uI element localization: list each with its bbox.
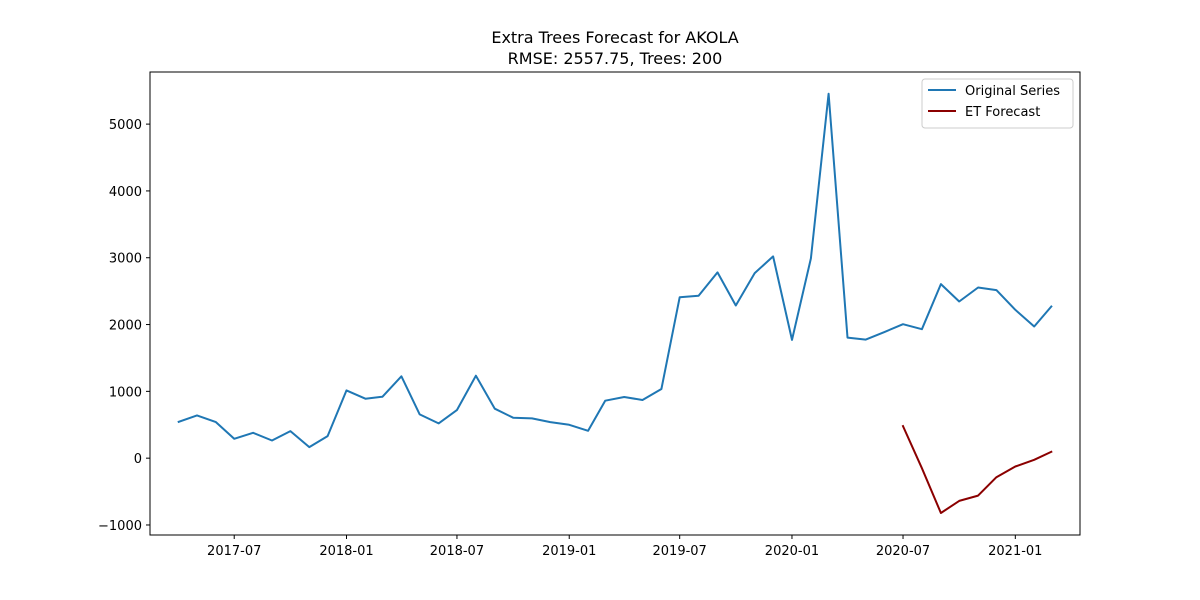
legend-box bbox=[921, 78, 1074, 129]
x-axis: 2017-07 2018-01 2018-07 2019-01 2019-07 2020-… bbox=[207, 535, 1042, 559]
y-tick-label: 4000 bbox=[109, 185, 142, 200]
chart-subtitle: RMSE: 2557.75, Trees: 200 bbox=[508, 49, 723, 68]
legend: Original Series ET Forecast bbox=[921, 78, 1074, 129]
x-tick-label: 2020-07 bbox=[876, 544, 930, 559]
plot-area bbox=[149, 71, 1081, 536]
x-tick-label: 2018-01 bbox=[319, 544, 373, 559]
y-tick-label: 2000 bbox=[109, 319, 142, 334]
x-tick-label: 2019-01 bbox=[542, 544, 596, 559]
y-tick-label: −1000 bbox=[98, 519, 142, 534]
legend-label-0: Original Series bbox=[965, 84, 1060, 99]
y-tick-label: 1000 bbox=[109, 385, 142, 400]
y-tick-label: 3000 bbox=[109, 252, 142, 267]
plot-frame bbox=[149, 71, 1081, 536]
x-tick-label: 2021-01 bbox=[988, 544, 1042, 559]
x-tick-label: 2017-07 bbox=[207, 544, 261, 559]
x-tick-label: 2019-07 bbox=[653, 544, 707, 559]
series-line-1 bbox=[901, 424, 1053, 514]
x-tick-label: 2018-07 bbox=[430, 544, 484, 559]
chart-title: Extra Trees Forecast for AKOLA bbox=[491, 28, 738, 47]
y-tick-label: 5000 bbox=[109, 118, 142, 133]
y-axis: −1000 0 1000 2000 3000 4000 5000 bbox=[98, 118, 150, 534]
series-line-0 bbox=[177, 92, 1053, 449]
series-layer bbox=[177, 92, 1053, 514]
y-tick-label: 0 bbox=[134, 452, 142, 467]
x-tick-label: 2020-01 bbox=[765, 544, 819, 559]
legend-label-1: ET Forecast bbox=[965, 105, 1040, 120]
